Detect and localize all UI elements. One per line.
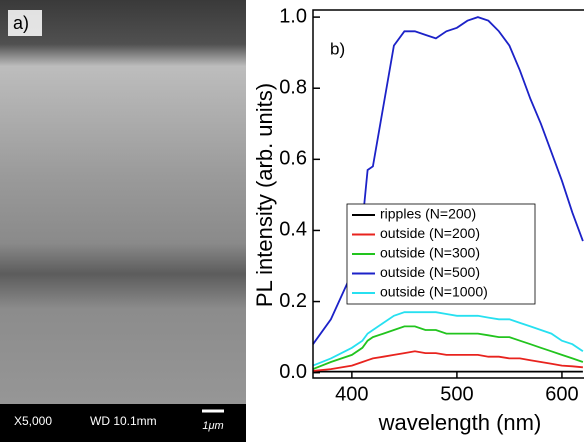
y-tick-label: 0.4 <box>279 219 307 241</box>
x-tick-label: 500 <box>440 383 473 405</box>
series-line <box>312 325 584 370</box>
legend-label: outside (N=300) <box>380 245 480 261</box>
series-line <box>312 350 583 372</box>
panel-label: b) <box>330 39 345 58</box>
panel-label: a) <box>13 13 29 33</box>
legend-label: outside (N=500) <box>380 264 480 280</box>
y-tick-label: 0.6 <box>279 148 307 170</box>
legend-label: outside (N=1000) <box>380 284 488 300</box>
plot-frame <box>312 9 584 379</box>
y-tick-label: 0.0 <box>279 361 307 383</box>
panel-label-box <box>8 10 42 36</box>
legend-label: outside (N=200) <box>380 225 480 241</box>
y-axis-label: PL intensity (arb. units) <box>252 83 277 307</box>
sem-image <box>0 0 246 442</box>
chart: 0.0 0.2 0.4 0.6 0.8 1.0 400 500 600 b) wavelength … <box>252 5 584 435</box>
legend-box <box>346 203 536 305</box>
sem-background <box>0 0 246 442</box>
magnification: X5,000 <box>14 414 52 428</box>
scale-bar-label: 1μm <box>202 420 223 432</box>
y-tick-label: 0.2 <box>279 290 307 312</box>
series-line <box>312 16 584 345</box>
x-tick-label: 400 <box>335 383 368 405</box>
x-axis-label: wavelength (nm) <box>378 410 542 435</box>
y-tick-label: 0.8 <box>279 77 307 99</box>
x-tick-label: 600 <box>545 383 578 405</box>
working-distance: WD 10.1mm <box>90 414 157 428</box>
series-line <box>312 311 584 367</box>
legend-label: ripples (N=200) <box>380 206 476 222</box>
y-tick-label: 1.0 <box>279 5 307 27</box>
